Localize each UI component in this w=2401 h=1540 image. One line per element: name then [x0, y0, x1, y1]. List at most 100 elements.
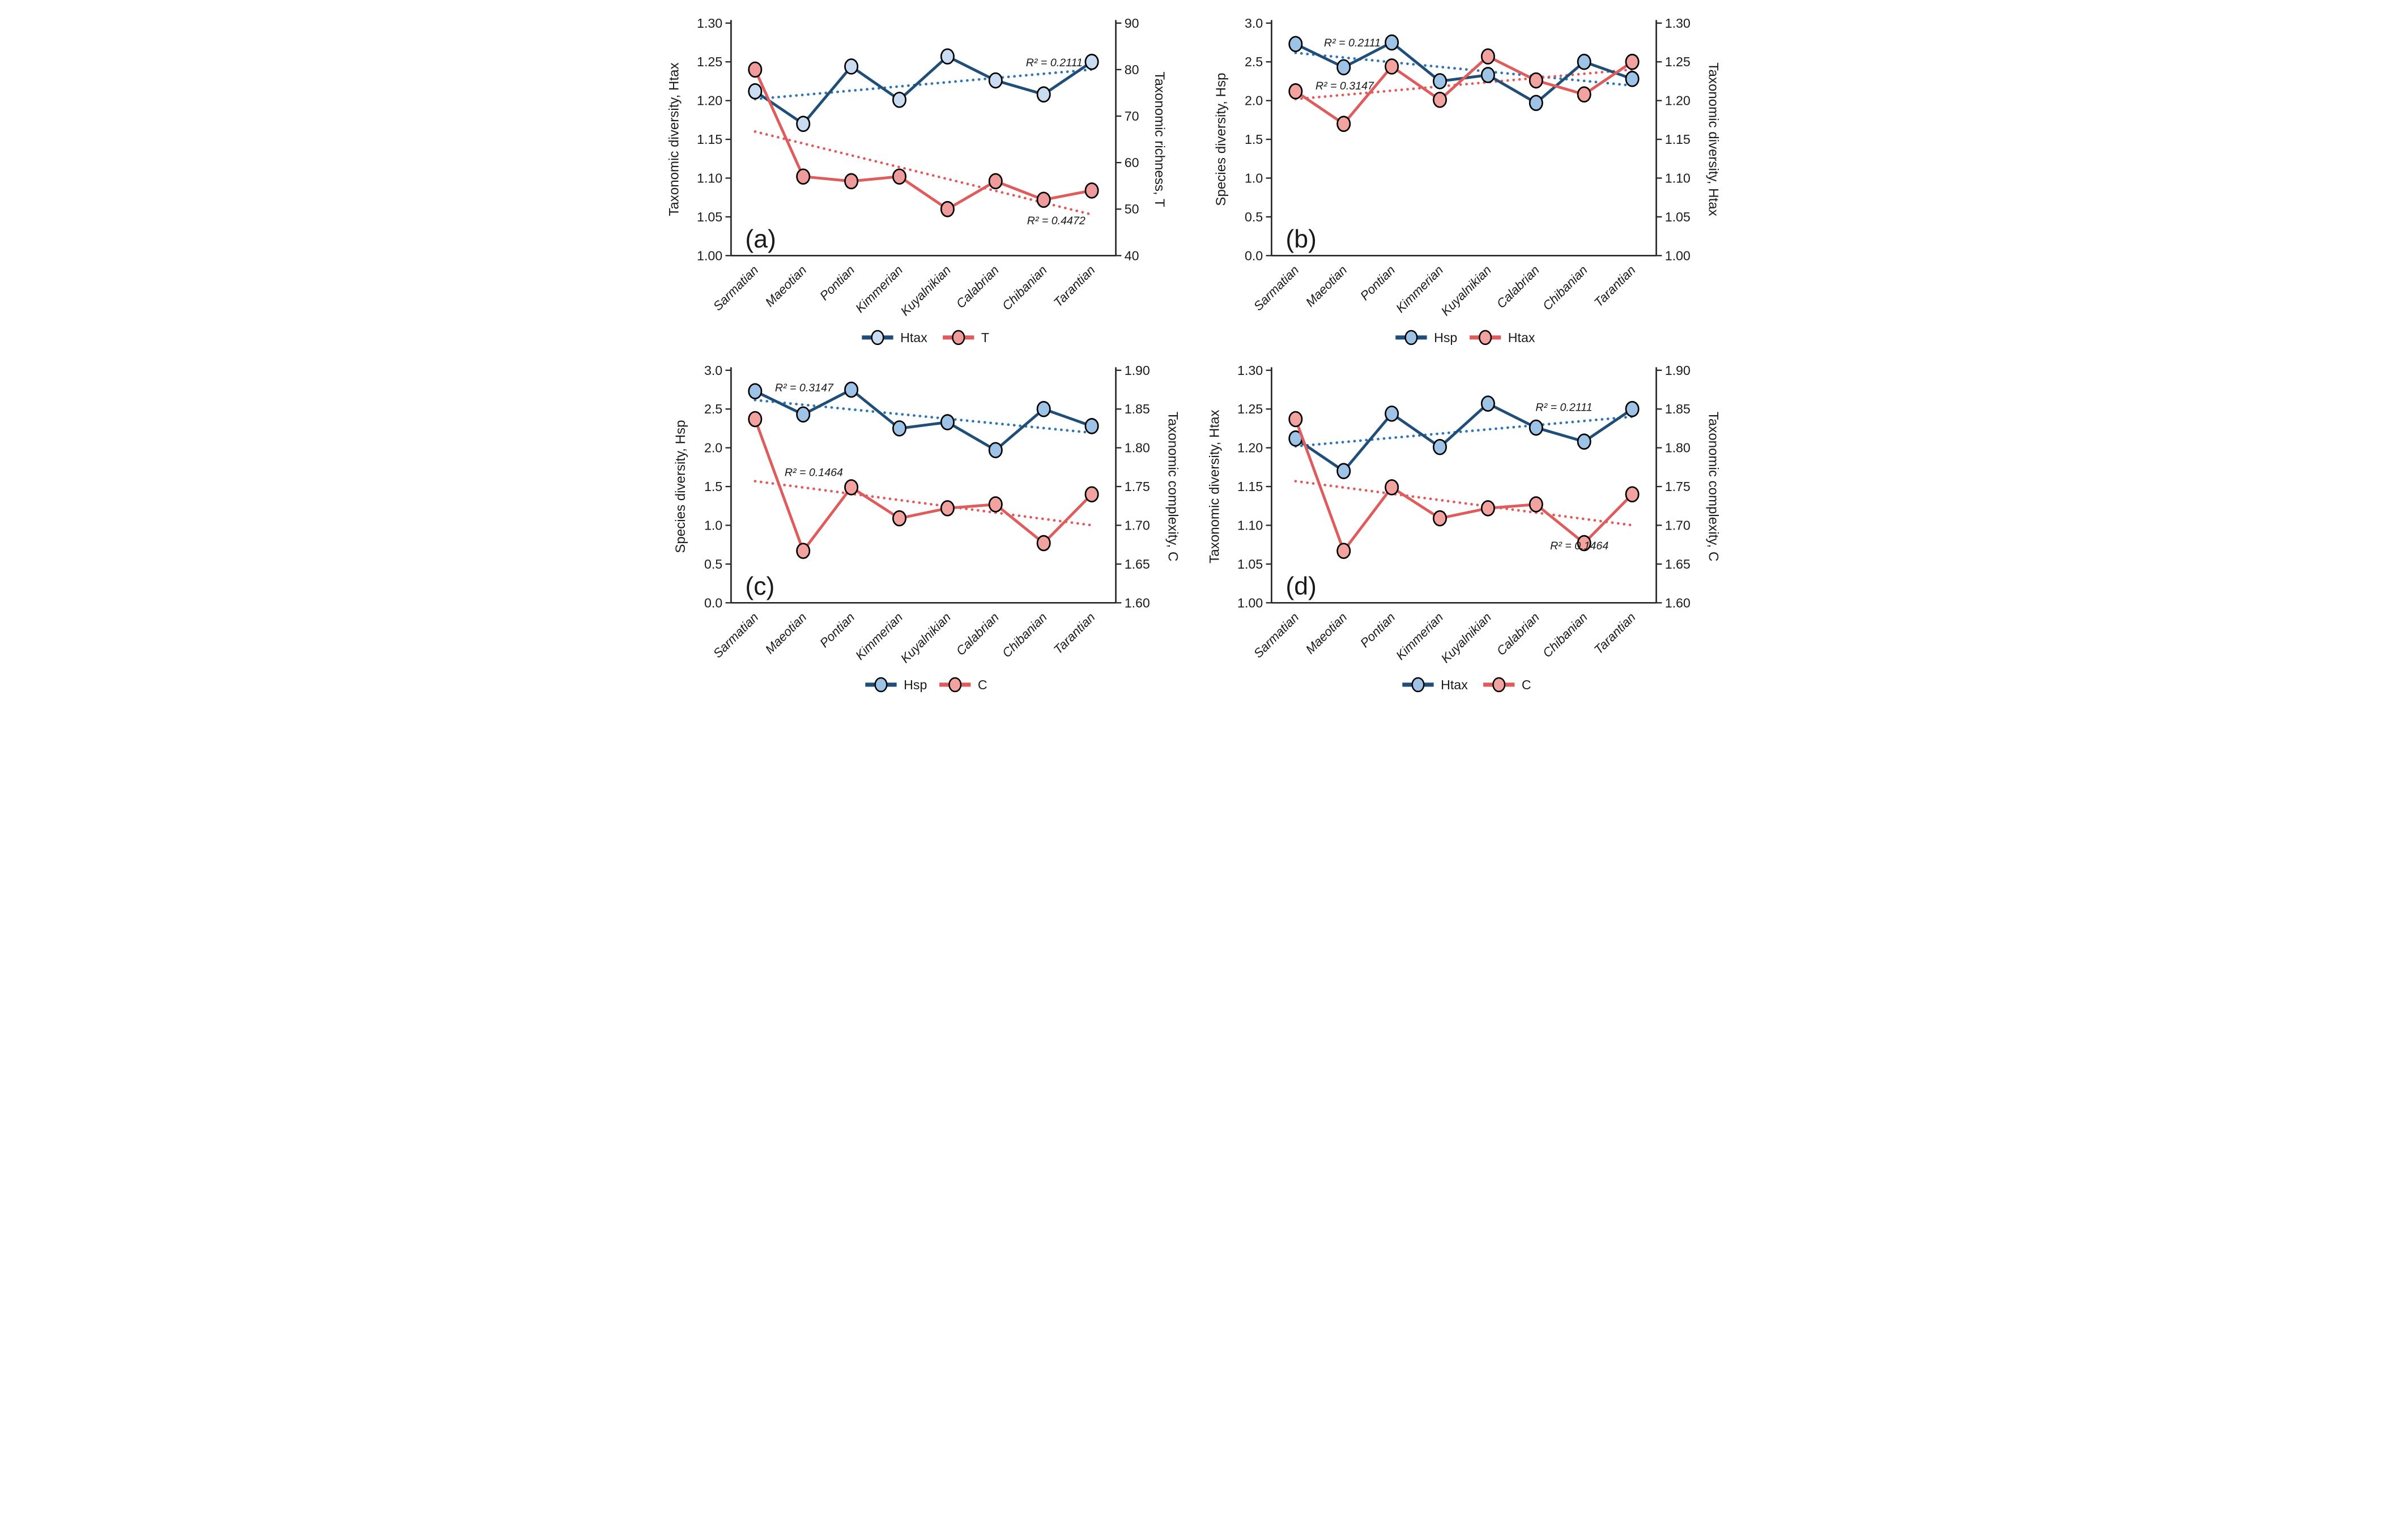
data-point-marker: [940, 500, 955, 517]
x-category-label: Calabrian: [1494, 263, 1542, 311]
panel-c-right-axis: 1.60 1.65 1.70 1.75 1.80 1.85 1.90 Taxonomic co…: [1116, 363, 1180, 610]
axis-tick-label: 1.25: [1665, 54, 1691, 69]
panel-a-legend: Htax T: [862, 330, 989, 345]
series-C-line: [1294, 419, 1633, 552]
axis-tick-label: 1.70: [1665, 518, 1691, 532]
axis-tick-label: 1.05: [1237, 557, 1263, 571]
legend-marker-icon: [1404, 330, 1418, 345]
axis-tick-label: 0.5: [704, 557, 722, 571]
axis-tick-label: 3.0: [704, 363, 722, 378]
axis-tick-label: 1.0: [1245, 170, 1263, 185]
axis-tick-label: 2.0: [704, 441, 722, 455]
axis-title: Taxonomic complexity, C: [1165, 412, 1180, 562]
axis-title: Species diversity, Hsp: [673, 420, 688, 553]
data-point-marker: [1625, 400, 1640, 417]
series-Htax-line: [1295, 402, 1633, 472]
panel-a-x-labels: Sarmatian Maeotian PontianKimmerianKuyalni…: [710, 263, 1098, 318]
axis-title: Taxonomic complexity, C: [1705, 412, 1721, 562]
panel-b-left-axis: 0.0 0.5 1.0 1.5 2.0 2.5 3.0 Species diversity, …: [1214, 16, 1272, 263]
axis-tick-label: 1.30: [1237, 363, 1263, 378]
x-category-label: Kuyalnikian: [898, 263, 953, 318]
data-point-marker: [1577, 535, 1591, 552]
panel-b-x-labels: Sarmatian Maeotian PontianKimmerianKuyalni…: [1251, 263, 1638, 318]
data-point-marker: [1084, 182, 1099, 199]
legend-marker-icon: [1492, 677, 1506, 693]
x-category-label: Kimmerian: [1393, 610, 1446, 663]
legend-item-Htax: Htax: [1469, 330, 1535, 345]
x-category-label: Sarmatian: [1251, 610, 1302, 661]
legend-label: C: [978, 677, 987, 692]
series-C-trendline: [753, 480, 1093, 527]
axis-tick-label: 3.0: [1245, 16, 1263, 31]
data-point-marker: [844, 58, 859, 75]
axis-tick-label: 80: [1125, 62, 1139, 77]
axis-tick-label: 1.65: [1665, 557, 1691, 571]
axis-title: Taxonomic richness, T: [1152, 71, 1167, 207]
axis-tick-label: 0.0: [704, 595, 722, 610]
axis-tick-label: 1.05: [697, 210, 722, 224]
axis-tick-label: 1.05: [1665, 210, 1691, 224]
x-category-label: Sarmatian: [1251, 263, 1302, 314]
x-category-label: Maeotian: [763, 263, 810, 310]
x-category-label: Chibanian: [999, 610, 1050, 660]
data-point-marker: [796, 168, 811, 185]
series-C-line: [753, 419, 1093, 552]
data-point-marker: [748, 83, 763, 100]
axis-tick-label: 1.30: [697, 16, 722, 31]
axis-tick-label: 1.00: [1237, 595, 1263, 610]
axis-tick-label: 1.20: [1665, 93, 1691, 108]
panel-b: 0.0 0.5 1.0 1.5 2.0 2.5 3.0 Species diversity, …: [1203, 8, 1739, 352]
panel-d-x-labels: Sarmatian Maeotian PontianKimmerianKuyalni…: [1251, 610, 1638, 666]
data-point-marker: [1529, 72, 1543, 89]
four-panel-diversity-figure: 1.00 1.05 1.10 1.15 1.20 1.25 1.30 Taxonomic di…: [657, 0, 1744, 707]
axis-tick-label: 1.75: [1665, 479, 1691, 494]
panel-c: 0.0 0.5 1.0 1.5 2.0 2.5 3.0 Species diversity, …: [662, 355, 1198, 699]
series-Hsp-line: [754, 388, 1092, 452]
x-category-label: Calabrian: [953, 263, 1002, 311]
panel-b-right-axis: 1.00 1.05 1.10 1.15 1.20 1.25 1.30 Taxonomic di…: [1656, 16, 1721, 263]
x-category-label: Kuyalnikian: [898, 610, 953, 666]
legend-item-Hsp: Hsp: [865, 677, 927, 693]
legend-item-Hsp: Hsp: [1395, 330, 1457, 345]
legend-marker-icon: [948, 677, 962, 693]
data-point-marker: [748, 383, 763, 399]
data-point-marker: [892, 168, 906, 185]
panel-c-chart: 0.0 0.5 1.0 1.5 2.0 2.5 3.0 Species diversity, …: [662, 355, 1198, 699]
axis-tick-label: 1.10: [1665, 170, 1691, 185]
axis-tick-label: 1.85: [1125, 402, 1150, 416]
panel-b-axes: [1271, 20, 1657, 257]
x-category-label: Sarmatian: [710, 263, 761, 314]
x-category-label: Kuyalnikian: [1438, 610, 1494, 666]
legend-item-Htax: Htax: [1402, 677, 1468, 693]
series-Hsp-markers: [1288, 34, 1640, 111]
axis-tick-label: 1.25: [697, 54, 722, 69]
data-point-marker: [1385, 479, 1399, 496]
axis-tick-label: 1.15: [1665, 132, 1691, 147]
x-category-label: Maeotian: [763, 610, 810, 657]
axis-tick-label: 1.00: [697, 248, 722, 263]
x-category-label: Tarantian: [1051, 610, 1098, 657]
data-point-marker: [1529, 419, 1543, 436]
data-point-marker: [1084, 486, 1099, 502]
axis-tick-label: 1.30: [1665, 16, 1691, 31]
data-point-marker: [1288, 36, 1303, 52]
data-point-marker: [988, 442, 1003, 458]
data-point-marker: [988, 72, 1003, 89]
data-point-marker: [844, 381, 859, 398]
axis-tick-label: 1.60: [1125, 595, 1150, 610]
panel-c-left-axis: 0.0 0.5 1.0 1.5 2.0 2.5 3.0 Species diversity, …: [673, 363, 731, 610]
data-point-marker: [1336, 116, 1351, 132]
x-category-label: Kuyalnikian: [1438, 263, 1494, 318]
x-category-label: Chibanian: [1540, 263, 1590, 313]
legend-label: Htax: [900, 330, 927, 345]
panel-d: 1.00 1.05 1.10 1.15 1.20 1.25 1.30 Taxonomic di…: [1203, 355, 1739, 699]
legend-label: Htax: [1441, 677, 1468, 692]
series-Htax-markers: [1288, 48, 1640, 132]
legend-marker-icon: [952, 330, 965, 345]
panel-d-chart: 1.00 1.05 1.10 1.15 1.20 1.25 1.30 Taxonomic di…: [1203, 355, 1739, 699]
series-Htax-markers: [748, 48, 1099, 132]
legend-marker-icon: [874, 677, 888, 693]
legend-label: Hsp: [904, 677, 927, 692]
x-category-label: Chibanian: [1540, 610, 1590, 660]
axis-tick-label: 60: [1125, 155, 1139, 170]
